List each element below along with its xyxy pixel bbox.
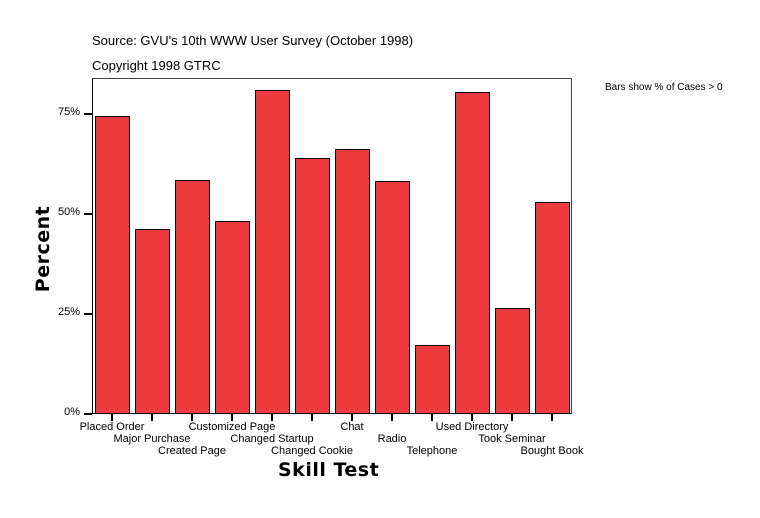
bar-customized-page — [215, 221, 250, 413]
x-tick-label: Changed Cookie — [271, 445, 353, 457]
x-tick — [271, 414, 273, 421]
y-tick-label-0: 0% — [64, 406, 80, 418]
x-tick-label: Radio — [377, 433, 407, 445]
x-tick — [511, 414, 513, 421]
y-tick-50 — [84, 213, 92, 215]
bar-placed-order — [95, 116, 130, 413]
source-text: Source: GVU's 10th WWW User Survey (Octo… — [92, 33, 414, 48]
x-tick — [151, 414, 153, 421]
x-tick-label: Took Seminar — [478, 433, 546, 445]
y-tick-label-75: 75% — [57, 106, 80, 118]
bars-note: Bars show % of Cases > 0 — [605, 82, 723, 93]
x-tick-label: Changed Startup — [230, 433, 314, 445]
y-tick-0 — [84, 413, 92, 415]
y-tick-75 — [84, 113, 92, 115]
plot-area — [92, 78, 572, 414]
x-tick — [231, 414, 233, 421]
x-tick — [111, 414, 113, 421]
bar-changed-cookie — [295, 158, 330, 413]
x-tick-label: Major Purchase — [113, 433, 191, 445]
x-tick — [391, 414, 393, 421]
x-tick-label: Telephone — [406, 445, 458, 457]
bar-used-directory — [455, 92, 490, 413]
bar-bought-book — [535, 202, 570, 413]
x-tick — [311, 414, 313, 421]
x-tick — [191, 414, 193, 421]
x-tick-label: Customized Page — [188, 421, 276, 433]
y-tick-25 — [84, 313, 92, 315]
bar-took-seminar — [495, 308, 530, 413]
x-tick — [471, 414, 473, 421]
bar-major-purchase — [135, 229, 170, 413]
x-tick — [351, 414, 353, 421]
bar-telephone — [415, 345, 450, 413]
x-tick-label: Chat — [340, 421, 364, 433]
x-tick-label: Created Page — [158, 445, 226, 457]
bar-chat — [335, 149, 370, 413]
x-axis-title: Skill Test — [278, 459, 380, 481]
x-tick-label: Used Directory — [435, 421, 509, 433]
y-tick-label-25: 25% — [57, 306, 80, 318]
y-axis-title: Percent — [32, 205, 54, 293]
x-tick — [431, 414, 433, 421]
x-tick — [551, 414, 553, 421]
x-tick-label: Bought Book — [520, 445, 584, 457]
bar-created-page — [175, 180, 210, 413]
bar-changed-startup — [255, 90, 290, 413]
x-tick-label: Placed Order — [79, 421, 145, 433]
bar-radio — [375, 181, 410, 413]
y-tick-label-50: 50% — [57, 206, 80, 218]
copyright-text: Copyright 1998 GTRC — [92, 58, 221, 73]
